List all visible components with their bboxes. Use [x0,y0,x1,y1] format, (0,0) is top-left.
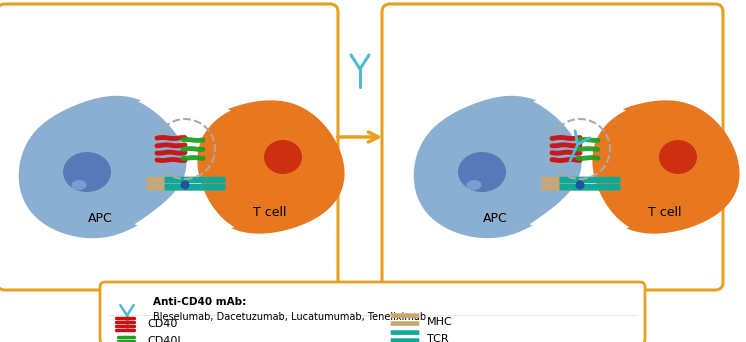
Text: APC: APC [87,212,113,225]
FancyBboxPatch shape [391,338,419,342]
FancyBboxPatch shape [560,177,621,183]
Text: T cell: T cell [253,206,286,219]
Text: Anti-CD40 mAb:: Anti-CD40 mAb: [153,297,246,307]
FancyBboxPatch shape [165,184,225,190]
FancyBboxPatch shape [165,177,225,183]
Polygon shape [19,96,186,238]
FancyBboxPatch shape [391,313,419,318]
Ellipse shape [458,152,506,192]
FancyBboxPatch shape [542,184,603,190]
FancyBboxPatch shape [146,177,207,183]
Text: APC: APC [483,212,507,225]
Polygon shape [592,100,739,234]
Ellipse shape [72,180,87,190]
Ellipse shape [659,140,697,174]
Text: MHC: MHC [427,317,453,327]
Polygon shape [414,96,581,238]
FancyBboxPatch shape [542,177,603,183]
Text: T cell: T cell [648,206,682,219]
Text: CD40L: CD40L [147,336,184,342]
Text: TCR: TCR [427,333,448,342]
Circle shape [575,181,585,189]
FancyBboxPatch shape [391,330,419,335]
FancyBboxPatch shape [0,4,338,290]
Text: Bleselumab, Dacetuzumab, Lucatumumab, Teneliximab: Bleselumab, Dacetuzumab, Lucatumumab, Te… [153,312,426,322]
Text: CD40: CD40 [147,318,178,329]
Circle shape [181,181,189,189]
FancyBboxPatch shape [146,184,207,190]
FancyBboxPatch shape [560,184,621,190]
Polygon shape [198,100,345,234]
FancyBboxPatch shape [382,4,723,290]
Ellipse shape [264,140,302,174]
FancyBboxPatch shape [391,321,419,326]
Ellipse shape [63,152,111,192]
Ellipse shape [466,180,481,190]
FancyBboxPatch shape [100,282,645,342]
